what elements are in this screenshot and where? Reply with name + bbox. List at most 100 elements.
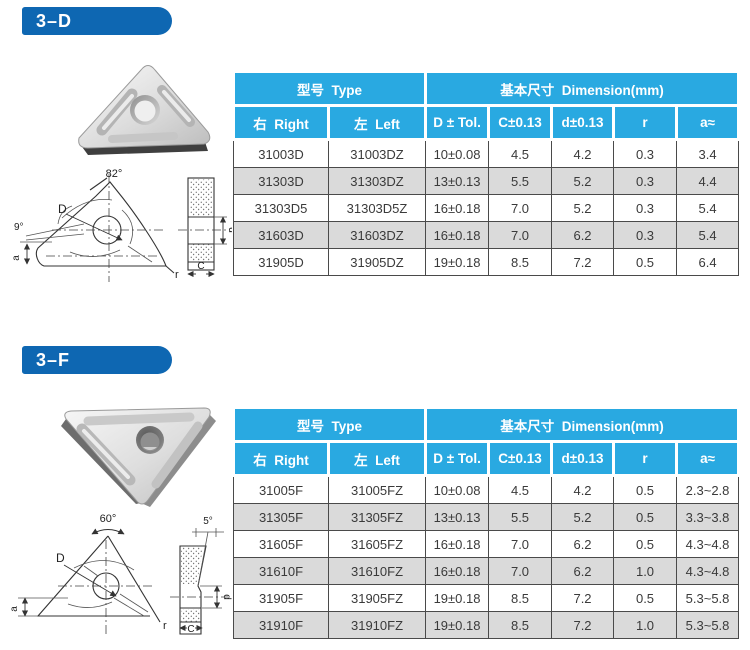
cell-r: 1.0 (613, 557, 678, 585)
cell-r: 0.5 (613, 530, 678, 558)
cell-d-tol: 10±0.08 (425, 139, 490, 168)
cell-d-tol: 16±0.18 (425, 194, 490, 222)
label-corner-r: r (175, 269, 179, 281)
col-right: 右 Right (232, 440, 330, 477)
cell-c: 5.5 (488, 167, 553, 195)
col-a: a≈ (675, 104, 741, 141)
cell-r: 0.3 (613, 139, 678, 168)
insert-body (61, 407, 216, 507)
cell-c: 7.0 (488, 557, 553, 585)
cell-r: 0.5 (613, 475, 678, 504)
col-c: C±0.13 (487, 104, 554, 141)
table-row: 31605F 31605FZ 16±0.18 7.0 6.2 0.5 4.3~4… (233, 530, 740, 558)
cell-d: 5.2 (551, 167, 615, 195)
table-row: 31303D 31303DZ 13±0.13 5.5 5.2 0.3 4.4 (233, 167, 740, 195)
cell-r: 0.5 (613, 503, 678, 531)
cell-a: 5.4 (676, 221, 740, 249)
col-r: r (612, 440, 679, 477)
cell-type-left: 31303DZ (327, 167, 427, 195)
cell-c: 7.0 (488, 221, 553, 249)
col-r: r (612, 104, 679, 141)
col-left: 左 Left (326, 440, 428, 477)
cell-type-right: 31910F (233, 611, 329, 639)
side-view: 5° d C (170, 516, 232, 635)
table-row: 31905D 31905DZ 19±0.18 8.5 7.2 0.5 6.4 (233, 248, 740, 276)
technical-drawing-3f: 60° D a r 5° (10, 513, 232, 635)
cell-type-left: 31605FZ (327, 530, 427, 558)
table-row: 31910F 31910FZ 19±0.18 8.5 7.2 1.0 5.3~5… (233, 611, 740, 639)
insert-photo-3f (61, 407, 216, 507)
label-hole-d: D (58, 202, 67, 216)
cell-a: 5.3~5.8 (676, 611, 740, 639)
cell-a: 4.4 (676, 167, 740, 195)
header-group-type: 型号 Type (231, 406, 428, 443)
cell-c: 8.5 (488, 611, 553, 639)
cell-type-left: 31610FZ (327, 557, 427, 585)
cell-a: 3.3~3.8 (676, 503, 740, 531)
cell-d: 4.2 (551, 475, 615, 504)
header-group-dimension: 基本尺寸 Dimension(mm) (424, 406, 741, 443)
label-relief-angle: 5° (203, 516, 213, 527)
cell-r: 0.5 (613, 248, 678, 276)
front-view: 60° D a r (10, 513, 167, 634)
table-row: 31603D 31603DZ 16±0.18 7.0 6.2 0.3 5.4 (233, 221, 740, 249)
label-apex-angle: 60° (100, 513, 117, 525)
cell-r: 1.0 (613, 611, 678, 639)
table-row: 31905F 31905FZ 19±0.18 8.5 7.2 0.5 5.3~5… (233, 584, 740, 612)
cell-type-right: 31303D5 (233, 194, 329, 222)
cell-d-tol: 19±0.18 (425, 248, 490, 276)
cell-d-tol: 16±0.18 (425, 530, 490, 558)
header-group-dimension: 基本尺寸 Dimension(mm) (424, 70, 741, 107)
label-hole-d: D (56, 551, 65, 565)
cell-c: 4.5 (488, 475, 553, 504)
cell-d-tol: 13±0.13 (425, 503, 490, 531)
cell-type-left: 31905FZ (327, 584, 427, 612)
cell-type-left: 31603DZ (327, 221, 427, 249)
cell-type-right: 31905F (233, 584, 329, 612)
technical-drawing-3d: 82° D 9° a r d C (11, 168, 232, 282)
cell-c: 7.0 (488, 530, 553, 558)
cell-r: 0.3 (613, 194, 678, 222)
cell-a: 5.3~5.8 (676, 584, 740, 612)
cell-d: 6.2 (551, 557, 615, 585)
cell-type-left: 31905DZ (327, 248, 427, 276)
cell-d: 4.2 (551, 139, 615, 168)
table-row: 31305F 31305FZ 13±0.13 5.5 5.2 0.5 3.3~3… (233, 503, 740, 531)
cell-type-right: 31303D (233, 167, 329, 195)
cell-type-right: 31605F (233, 530, 329, 558)
col-c: C±0.13 (487, 440, 554, 477)
label-corner-r: r (163, 620, 167, 632)
col-d-tol: D ± Tol. (424, 440, 491, 477)
cell-type-right: 31003D (233, 139, 329, 168)
label-side-c: C (187, 624, 194, 635)
cell-type-right: 31905D (233, 248, 329, 276)
cell-c: 7.0 (488, 194, 553, 222)
col-right: 右 Right (232, 104, 330, 141)
col-left: 左 Left (326, 104, 428, 141)
insert-photo-3d (78, 65, 211, 155)
cell-type-right: 31305F (233, 503, 329, 531)
cell-a: 3.4 (676, 139, 740, 168)
cell-type-left: 31910FZ (327, 611, 427, 639)
col-d: d±0.13 (550, 440, 616, 477)
spec-table-3d: 型号 Type 基本尺寸 Dimension(mm) 右 Right 左 Lef… (231, 70, 741, 276)
header-group-type: 型号 Type (231, 70, 428, 107)
cell-d-tol: 19±0.18 (425, 611, 490, 639)
cell-c: 5.5 (488, 503, 553, 531)
cell-a: 5.4 (676, 194, 740, 222)
cell-a: 2.3~2.8 (676, 475, 740, 504)
cell-a: 4.3~4.8 (676, 530, 740, 558)
col-d: d±0.13 (550, 104, 616, 141)
cell-c: 8.5 (488, 584, 553, 612)
cell-c: 4.5 (488, 139, 553, 168)
label-side-d: d (226, 227, 232, 233)
cell-d: 7.2 (551, 248, 615, 276)
cell-d-tol: 10±0.08 (425, 475, 490, 504)
spec-table-3f: 型号 Type 基本尺寸 Dimension(mm) 右 Right 左 Lef… (231, 406, 741, 639)
cell-a: 6.4 (676, 248, 740, 276)
front-view: 82° D 9° a r (11, 168, 179, 282)
cell-type-right: 31005F (233, 475, 329, 504)
label-thickness-a: a (10, 606, 20, 612)
cell-d: 6.2 (551, 221, 615, 249)
cell-d: 7.2 (551, 611, 615, 639)
